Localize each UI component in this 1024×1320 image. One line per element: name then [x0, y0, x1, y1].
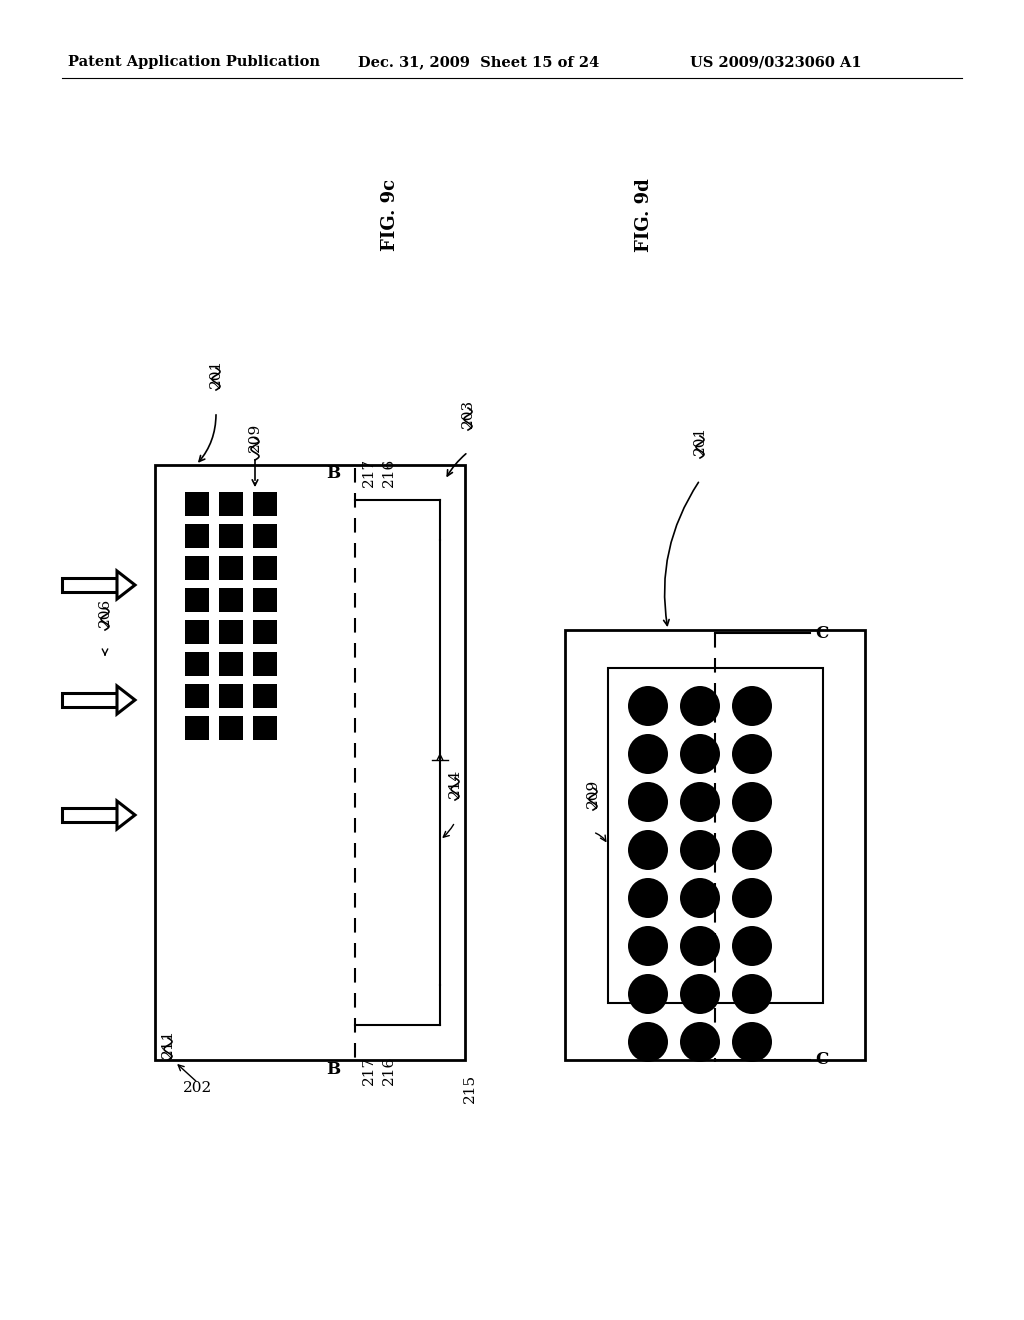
Text: FIG. 9d: FIG. 9d: [635, 178, 653, 252]
Text: C: C: [815, 1052, 828, 1068]
Circle shape: [732, 927, 772, 966]
Bar: [62, 693, 117, 708]
Bar: [219, 492, 243, 516]
Text: 216: 216: [382, 1056, 396, 1085]
Text: 215: 215: [463, 1073, 477, 1102]
Circle shape: [628, 1022, 668, 1063]
Bar: [253, 587, 278, 612]
Bar: [185, 652, 209, 676]
Circle shape: [680, 878, 720, 917]
Text: 217: 217: [362, 1056, 376, 1085]
Bar: [253, 620, 278, 644]
Bar: [219, 652, 243, 676]
Bar: [219, 556, 243, 579]
Circle shape: [628, 686, 668, 726]
Bar: [219, 587, 243, 612]
Text: Patent Application Publication: Patent Application Publication: [68, 55, 319, 69]
Text: 203: 203: [461, 399, 475, 428]
Circle shape: [680, 927, 720, 966]
Circle shape: [628, 734, 668, 774]
Polygon shape: [117, 801, 135, 829]
Bar: [253, 652, 278, 676]
Text: 202: 202: [183, 1081, 213, 1096]
Text: 216: 216: [382, 457, 396, 487]
Bar: [185, 587, 209, 612]
Bar: [185, 524, 209, 548]
Bar: [62, 578, 117, 591]
Polygon shape: [117, 686, 135, 714]
Circle shape: [732, 734, 772, 774]
Bar: [185, 492, 209, 516]
Bar: [219, 715, 243, 741]
Circle shape: [732, 1022, 772, 1063]
Text: 209: 209: [586, 779, 600, 808]
Text: FIG. 9c: FIG. 9c: [381, 180, 399, 251]
Polygon shape: [117, 572, 135, 599]
Text: 209: 209: [248, 422, 262, 451]
Circle shape: [680, 734, 720, 774]
Text: US 2009/0323060 A1: US 2009/0323060 A1: [690, 55, 861, 69]
Text: 217: 217: [362, 458, 376, 487]
Text: 214: 214: [449, 768, 462, 797]
Text: 201: 201: [209, 358, 223, 388]
Bar: [253, 492, 278, 516]
Bar: [155, 465, 465, 1060]
Text: C: C: [815, 624, 828, 642]
Circle shape: [680, 1022, 720, 1063]
Bar: [185, 620, 209, 644]
Circle shape: [628, 878, 668, 917]
Circle shape: [732, 974, 772, 1014]
Text: 206: 206: [98, 598, 112, 627]
Bar: [219, 620, 243, 644]
Text: Dec. 31, 2009  Sheet 15 of 24: Dec. 31, 2009 Sheet 15 of 24: [358, 55, 599, 69]
Circle shape: [732, 878, 772, 917]
Circle shape: [680, 830, 720, 870]
Circle shape: [732, 781, 772, 822]
Bar: [185, 684, 209, 708]
Bar: [253, 715, 278, 741]
Bar: [219, 524, 243, 548]
Circle shape: [680, 781, 720, 822]
Circle shape: [732, 830, 772, 870]
Circle shape: [680, 686, 720, 726]
Circle shape: [628, 927, 668, 966]
Bar: [253, 556, 278, 579]
Bar: [253, 524, 278, 548]
Text: 211: 211: [161, 1028, 175, 1057]
Bar: [185, 715, 209, 741]
Bar: [608, 668, 823, 1003]
Circle shape: [628, 830, 668, 870]
Circle shape: [628, 781, 668, 822]
Bar: [185, 556, 209, 579]
Bar: [62, 808, 117, 822]
Text: B: B: [326, 465, 340, 482]
Circle shape: [680, 974, 720, 1014]
Circle shape: [628, 974, 668, 1014]
Bar: [253, 684, 278, 708]
Bar: [565, 630, 865, 1060]
Text: 201: 201: [693, 425, 707, 454]
Circle shape: [732, 686, 772, 726]
Bar: [219, 684, 243, 708]
Text: B: B: [326, 1061, 340, 1078]
